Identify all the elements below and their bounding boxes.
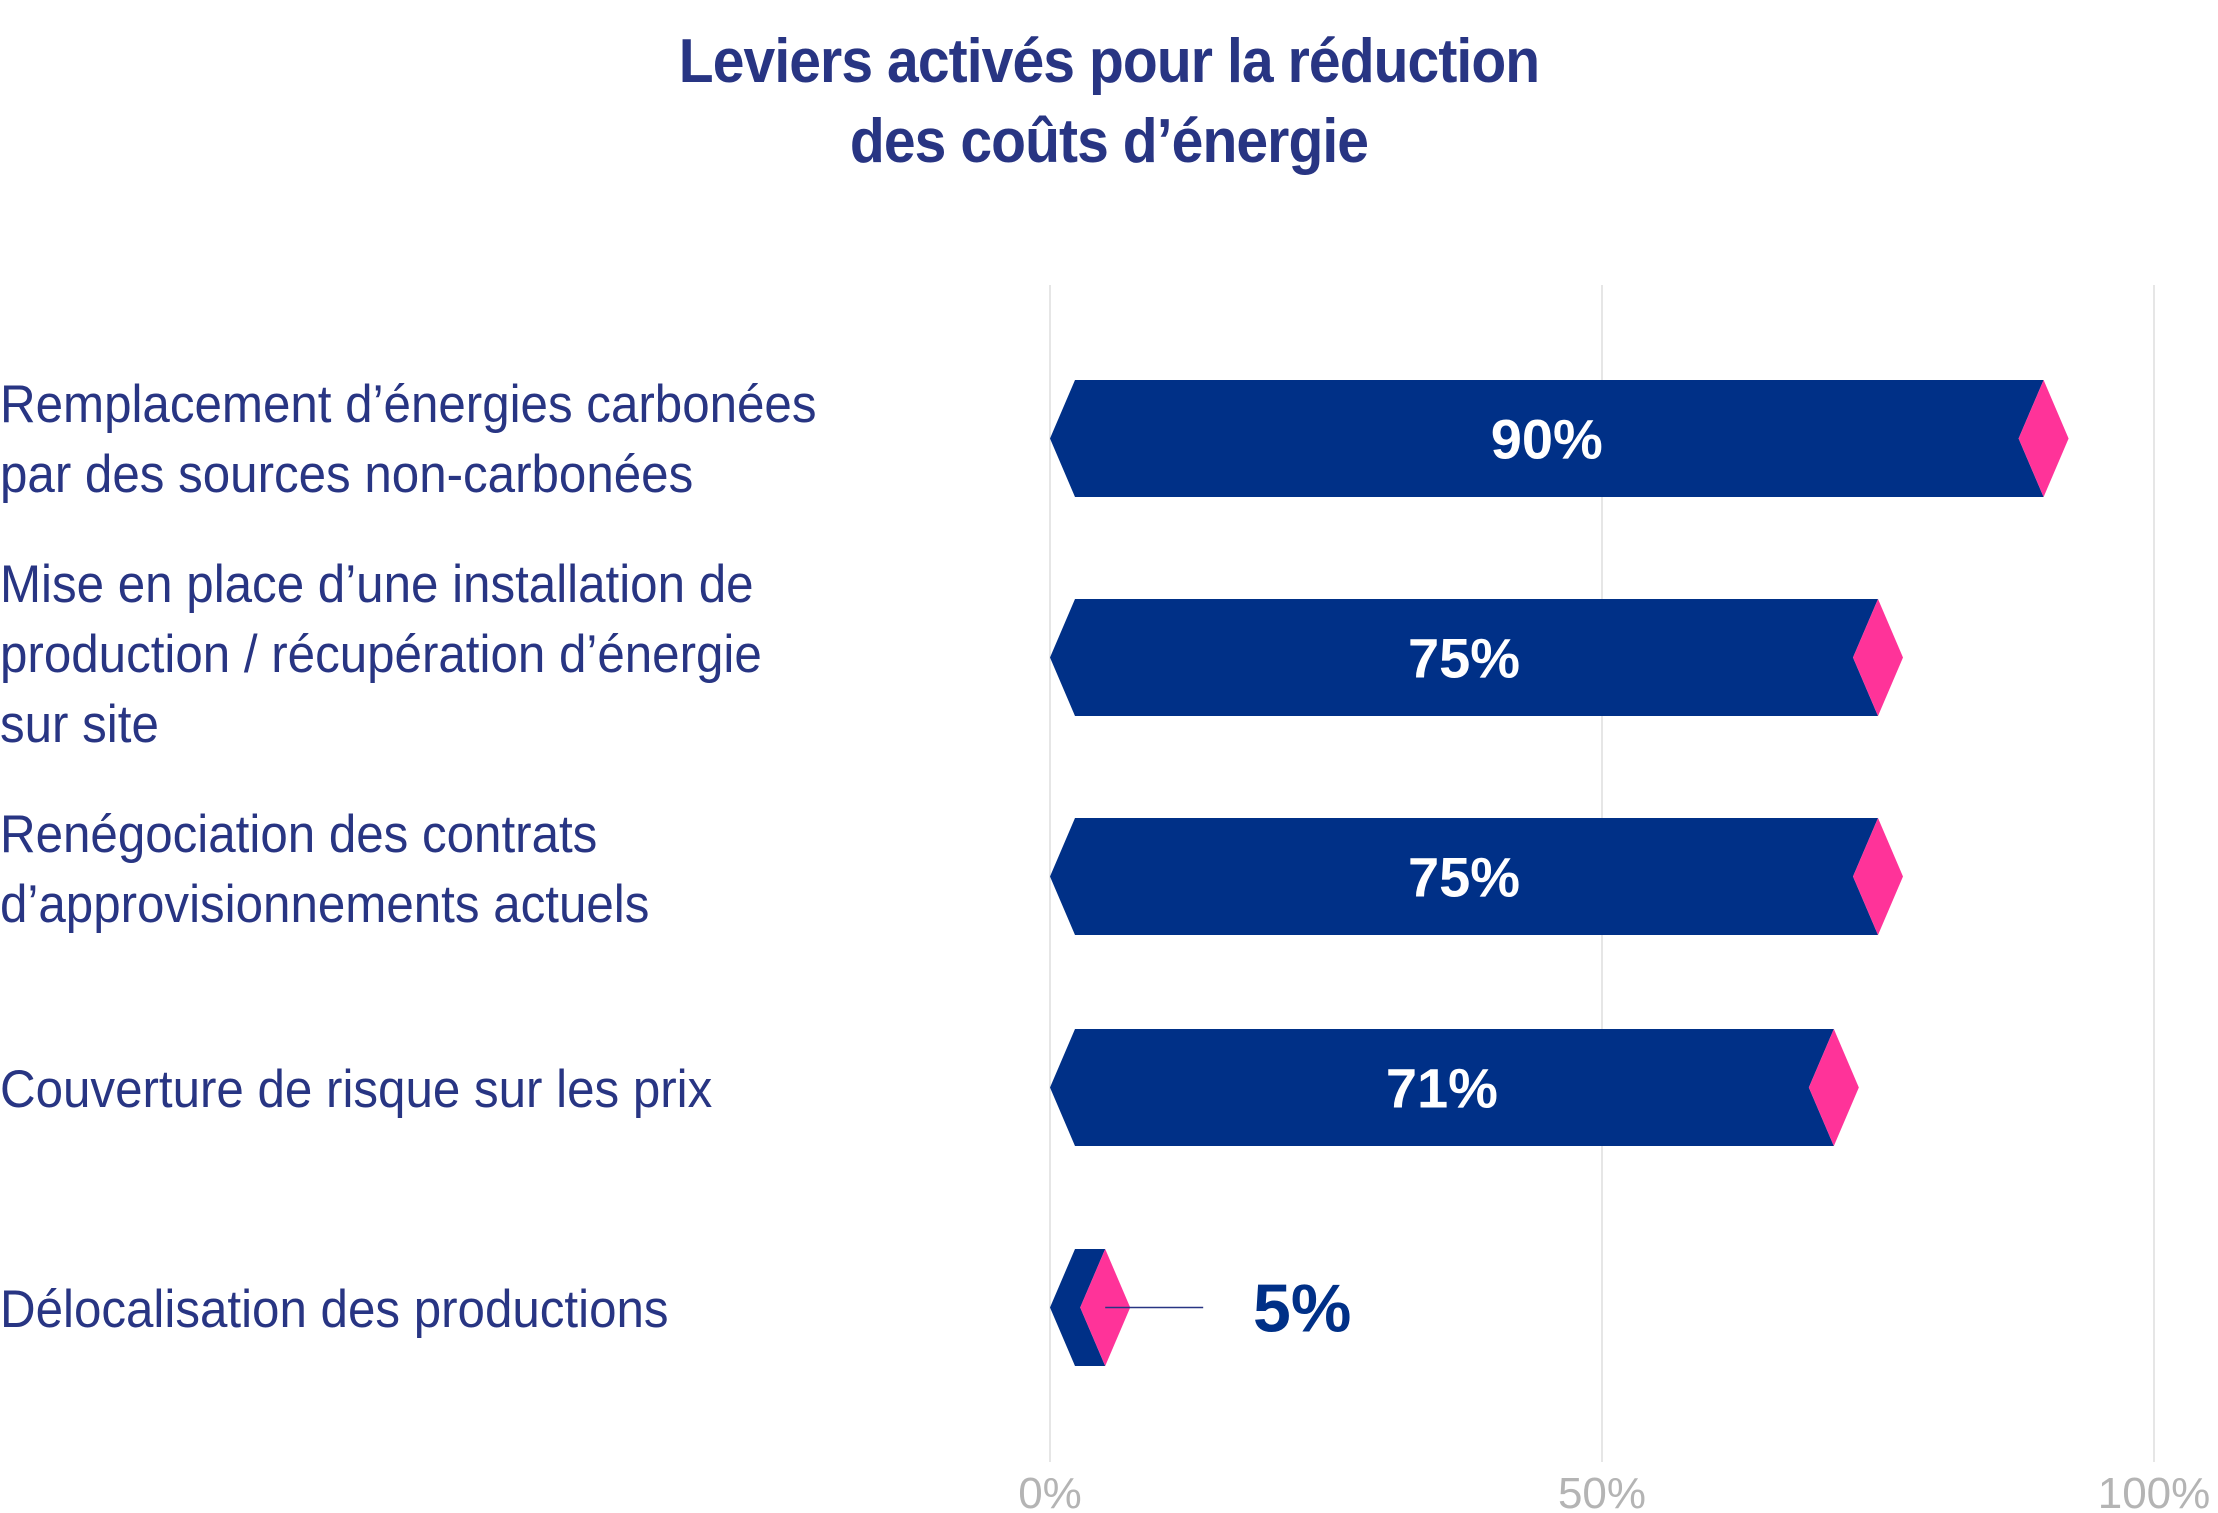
chart-title-line-1: Leviers activés pour la réduction [678,27,1540,96]
bar-value-label: 71% [1386,1057,1498,1120]
bar-value-label: 75% [1408,627,1520,690]
category-label: Délocalisation des productions [0,1275,669,1345]
bar-tip [2018,380,2069,497]
category-label-line: d’approvisionnements actuels [0,875,650,934]
category-label-line: par des sources non-carbonées [0,445,694,504]
x-tick-label: 0% [1018,1469,1082,1513]
bar [1050,380,2044,497]
category-label-line: Mise en place d’une installation de [0,555,754,614]
bar-tip [1808,1029,1859,1146]
category-label: Mise en place d’une installation de produ… [0,550,762,760]
x-tick-label: 100% [2098,1469,2211,1513]
bar-group: 5% [1050,1249,1351,1366]
bar [1050,599,1878,716]
bar-value-label: 90% [1491,408,1603,471]
bar-value-label: 5% [1253,1271,1351,1347]
bar-tip [1853,818,1903,935]
bar-group: 90% [1050,380,2069,497]
category-label-line: production / récupération d’énergie [0,625,762,684]
bar [1050,1029,1834,1146]
category-label-line: Délocalisation des productions [0,1280,669,1339]
bar-tip [1853,599,1903,716]
category-label-line: Remplacement d’énergies carbonées [0,375,817,434]
category-label: Renégociation des contrats d’approvisionn… [0,800,649,940]
category-label-line: Couverture de risque sur les prix [0,1060,713,1119]
bar [1050,818,1878,935]
x-axis-ticks: 0% 50% 100% [1018,1469,2210,1513]
bar-value-label: 75% [1408,846,1520,909]
bar-group: 71% [1050,1029,1859,1146]
bar-group: 75% [1050,599,1903,716]
bars: 90% 75% 75% 71% 5% [1050,380,2069,1366]
category-label-line: Renégociation des contrats [0,805,598,864]
x-tick-label: 50% [1558,1469,1646,1513]
category-label: Couverture de risque sur les prix [0,1055,712,1125]
bar [1050,1249,1106,1366]
category-label: Remplacement d’énergies carbonées par des… [0,370,816,510]
category-label-line: sur site [0,695,159,754]
chart-title: Leviers activés pour la réduction des co… [89,22,2130,182]
bar-group: 75% [1050,818,1903,935]
chart-title-line-2: des coûts d’énergie [849,107,1369,176]
